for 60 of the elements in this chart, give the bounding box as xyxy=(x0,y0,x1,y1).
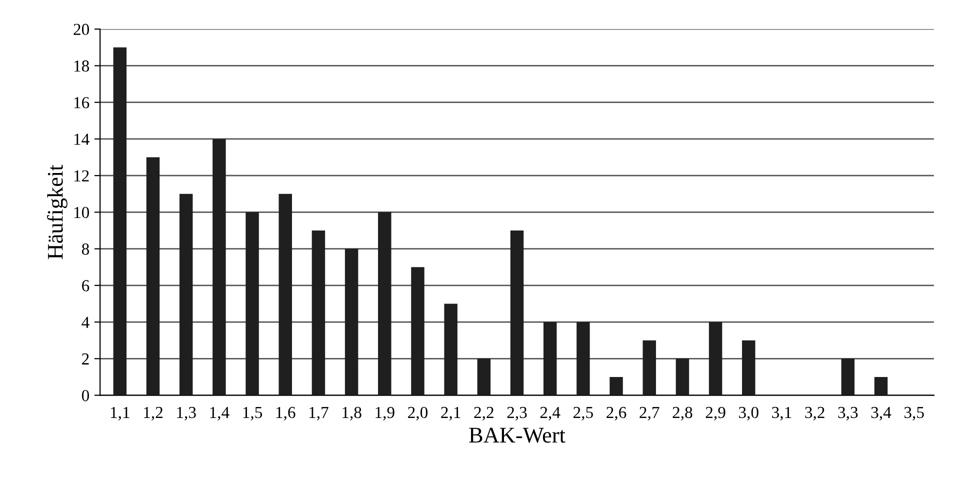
x-tick-label: 1,7 xyxy=(310,406,328,421)
x-tick-label: 3,4 xyxy=(871,406,892,421)
x-tick-label: 3,2 xyxy=(805,406,824,421)
y-tick-label: 6 xyxy=(82,280,90,292)
x-axis-title: BAK-Wert xyxy=(469,428,566,443)
bar xyxy=(477,358,491,396)
bar xyxy=(146,157,160,396)
x-tick-label: 2,6 xyxy=(606,406,626,421)
x-tick-label: 2,2 xyxy=(474,406,494,421)
bar xyxy=(742,340,756,396)
bar xyxy=(378,212,392,396)
y-tick-label: 20 xyxy=(74,24,90,36)
y-tick-label: 18 xyxy=(74,60,90,72)
x-tick-label: 1,6 xyxy=(276,406,296,421)
y-tick-label: 4 xyxy=(82,316,90,328)
bar xyxy=(344,248,358,396)
bar xyxy=(278,194,292,396)
y-tick-label: 0 xyxy=(82,390,90,402)
bar xyxy=(411,267,424,396)
y-tick-label: 12 xyxy=(74,170,89,182)
bar xyxy=(312,230,326,396)
x-tick-label: 1,1 xyxy=(110,406,130,421)
bar xyxy=(610,376,623,396)
y-tick-label: 10 xyxy=(74,206,90,218)
bar xyxy=(212,138,226,396)
y-tick-label: 16 xyxy=(74,97,90,108)
x-tick-label: 1,3 xyxy=(177,406,196,421)
x-tick-label: 3,0 xyxy=(739,406,758,421)
bar xyxy=(874,376,888,396)
x-tick-label: 2,7 xyxy=(640,406,660,421)
bar xyxy=(179,194,193,396)
x-tick-label: 2,1 xyxy=(441,406,460,421)
bar xyxy=(708,322,722,396)
x-tick-label: 2,9 xyxy=(706,406,726,421)
y-axis-title: Häufigkeit xyxy=(46,164,68,260)
x-tick-label: 1,8 xyxy=(342,406,362,421)
x-tick-label: 1,4 xyxy=(210,406,230,421)
bar xyxy=(444,304,458,396)
x-tick-label: 1,2 xyxy=(144,406,163,421)
y-tick-label: 8 xyxy=(82,244,90,255)
bar xyxy=(676,358,690,396)
y-tick-label: 2 xyxy=(82,353,89,364)
x-tick-label: 3,5 xyxy=(904,406,924,421)
bar xyxy=(576,322,590,396)
x-tick-label: 2,8 xyxy=(672,406,692,421)
x-tick-label: 3,1 xyxy=(772,406,792,421)
bar xyxy=(642,340,656,396)
x-tick-label: 1,9 xyxy=(376,406,394,421)
x-tick-label: 2,4 xyxy=(540,406,560,421)
bar xyxy=(510,230,524,396)
x-tick-label: 2,5 xyxy=(574,406,593,421)
bar xyxy=(543,322,557,396)
x-tick-label: 2,3 xyxy=(507,406,527,421)
x-tick-label: 1,5 xyxy=(243,406,262,421)
bar xyxy=(246,212,259,396)
bar xyxy=(113,47,127,396)
bar xyxy=(841,358,855,396)
y-tick-label: 14 xyxy=(74,134,90,145)
x-tick-label: 3,3 xyxy=(838,406,858,421)
x-tick-label: 2,0 xyxy=(408,406,428,421)
